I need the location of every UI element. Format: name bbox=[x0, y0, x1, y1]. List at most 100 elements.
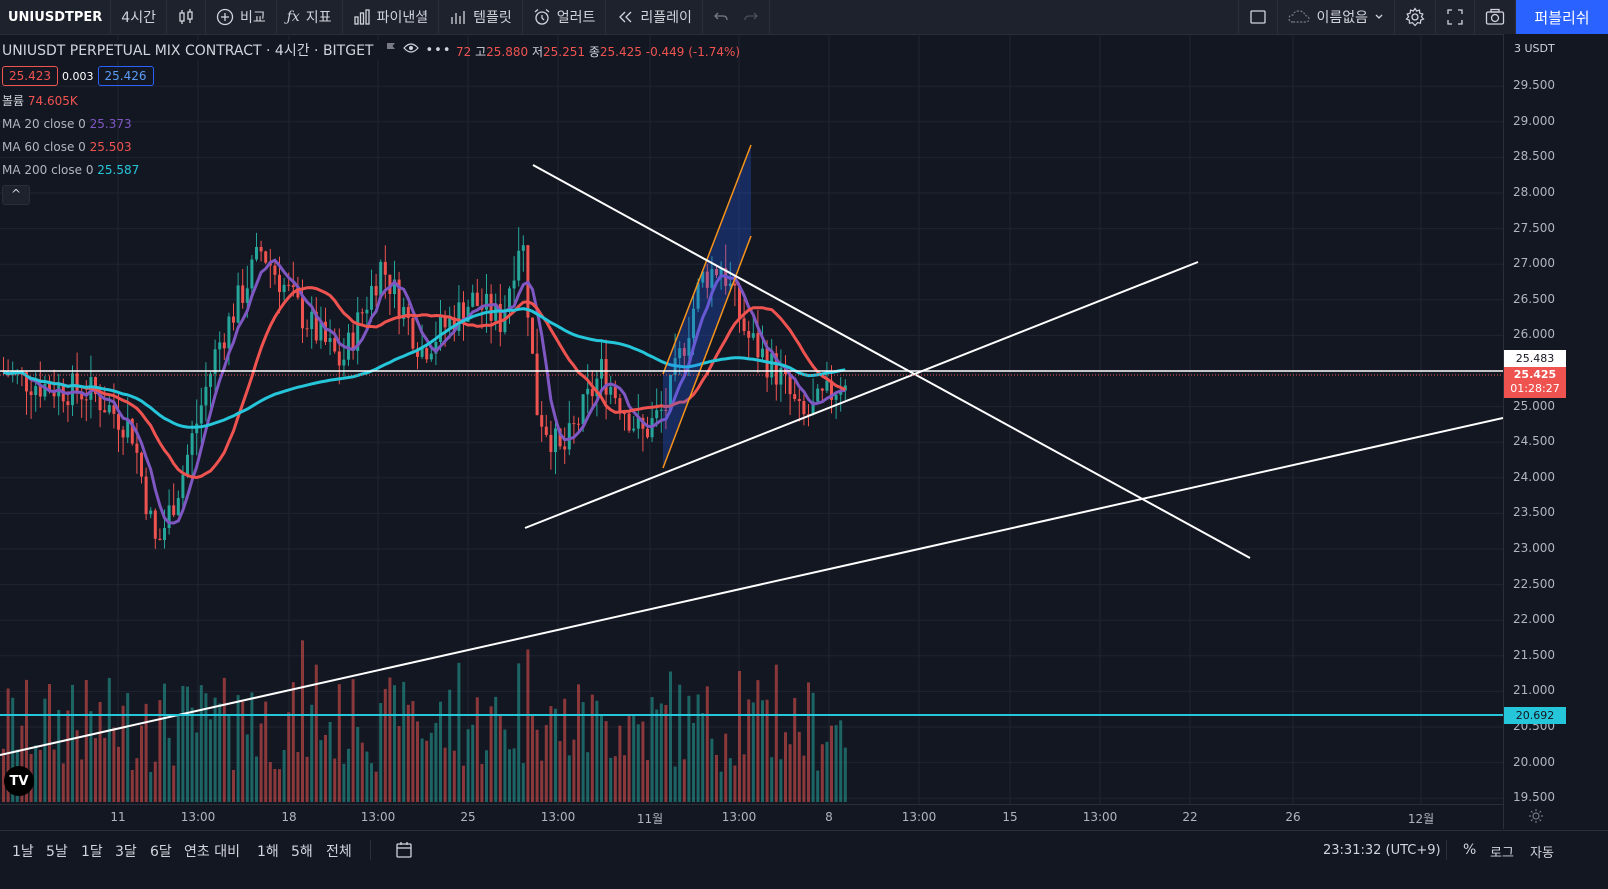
candle-body bbox=[577, 423, 580, 425]
snapshot-button[interactable] bbox=[1475, 0, 1516, 34]
indicator-ma200[interactable]: MA 200 close 0 25.587 bbox=[2, 159, 452, 182]
range-button[interactable]: 1달 bbox=[81, 844, 103, 860]
alert-label: 얼러트 bbox=[556, 10, 596, 26]
volume-bar bbox=[604, 721, 608, 802]
candle-body bbox=[273, 265, 277, 275]
time-axis[interactable]: 11 13:00 18 13:00 25 13:00 11월 13:00 8 13:00 15 13:… bbox=[0, 804, 1503, 830]
chart-pane[interactable] bbox=[0, 34, 1503, 804]
redo-icon[interactable] bbox=[743, 9, 759, 25]
publish-button[interactable]: 퍼블리쉬 bbox=[1516, 0, 1608, 34]
templates-label: 템플릿 bbox=[473, 10, 512, 26]
volume-bar bbox=[655, 709, 659, 802]
currency-label[interactable]: 3 USDT bbox=[1514, 42, 1555, 55]
candle-body bbox=[682, 348, 686, 356]
candle-body bbox=[80, 392, 84, 400]
chart-type-button[interactable] bbox=[167, 0, 206, 34]
low-label: 저 bbox=[531, 45, 544, 59]
volume-bar bbox=[779, 759, 783, 802]
ma60-line bbox=[3, 286, 846, 480]
goto-date-button[interactable] bbox=[395, 841, 413, 863]
candle-body bbox=[710, 269, 714, 288]
candle-body bbox=[38, 386, 42, 397]
trendline-descending[interactable] bbox=[532, 164, 1251, 559]
price-tick: 25.000 bbox=[1513, 398, 1555, 413]
candle-body bbox=[512, 280, 516, 289]
volume-bar bbox=[186, 686, 189, 802]
symbol-title[interactable]: UNIUSDT PERPETUAL MIX CONTRACT · 4시간 · B… bbox=[2, 40, 380, 60]
collapse-legend-button[interactable]: ^ bbox=[2, 185, 30, 205]
range-button[interactable]: 1해 bbox=[257, 844, 279, 860]
auto-button[interactable]: 자동 bbox=[1530, 846, 1554, 861]
volume-bar bbox=[485, 750, 488, 802]
candle-body bbox=[567, 423, 571, 450]
log-button[interactable]: 로그 bbox=[1490, 846, 1514, 861]
percent-button[interactable]: % bbox=[1463, 842, 1477, 858]
candle-body bbox=[563, 446, 567, 450]
drawings[interactable] bbox=[0, 144, 1503, 756]
volume-bar bbox=[360, 742, 364, 802]
indicators-button[interactable]: ƒx 지표 bbox=[277, 0, 343, 34]
price-scale[interactable]: 3 USDT 29.500 29.000 28.500 28.000 27.500 27.… bbox=[1503, 34, 1608, 829]
layout-name-button[interactable]: 이름없음 bbox=[1278, 0, 1395, 34]
current-price-label: 25.425 01:28:27 bbox=[1504, 367, 1566, 398]
candle-body bbox=[439, 316, 442, 342]
volume-bar bbox=[121, 705, 125, 802]
interval-button[interactable]: 4시간 bbox=[111, 0, 167, 34]
eye-icon[interactable] bbox=[403, 42, 420, 58]
clock[interactable]: 23:31:32 (UTC+9) bbox=[1323, 843, 1441, 858]
candle-body bbox=[609, 386, 613, 395]
candle-body bbox=[738, 285, 741, 319]
indicator-value: 25.503 bbox=[89, 140, 132, 154]
flag-icon[interactable] bbox=[385, 42, 397, 58]
volume-bar bbox=[751, 702, 755, 802]
replay-button[interactable]: 리플레이 bbox=[606, 0, 703, 34]
candle-body bbox=[34, 386, 38, 396]
fullscreen-select-button[interactable] bbox=[1238, 0, 1279, 34]
indicator-ma20[interactable]: MA 20 close 0 25.373 bbox=[2, 113, 452, 136]
volume-bar bbox=[567, 755, 571, 802]
currency-top: 3 bbox=[1514, 42, 1521, 55]
indicator-ma60[interactable]: MA 60 close 0 25.503 bbox=[2, 136, 452, 159]
range-button[interactable]: 3달 bbox=[115, 844, 137, 860]
replay-label: 리플레이 bbox=[640, 10, 692, 26]
candle-body bbox=[517, 250, 521, 281]
ask-price-box[interactable]: 25.426 bbox=[97, 66, 154, 86]
candle-body bbox=[347, 332, 350, 360]
range-button[interactable]: 6달 bbox=[150, 844, 172, 860]
indicator-name: 볼륨 bbox=[2, 94, 25, 108]
time-tick: 11월 bbox=[636, 812, 664, 826]
undo-icon[interactable] bbox=[713, 9, 729, 25]
candle-body bbox=[742, 318, 746, 332]
range-button[interactable]: 5날 bbox=[46, 844, 68, 860]
bid-price-box[interactable]: 25.423 bbox=[2, 66, 58, 86]
range-button[interactable]: 전체 bbox=[326, 844, 352, 860]
candle-body bbox=[356, 312, 360, 351]
symbol-search-button[interactable]: UNIUSDTPER bbox=[0, 0, 112, 34]
compare-button[interactable]: 비교 bbox=[206, 0, 277, 34]
indicators-label: 지표 bbox=[305, 10, 332, 26]
axis-settings-icon[interactable] bbox=[1528, 808, 1544, 828]
tradingview-logo[interactable]: TV bbox=[4, 766, 34, 796]
range-button[interactable]: 연초 대비 bbox=[184, 844, 240, 860]
candle-body bbox=[388, 274, 392, 294]
flag-line-lower[interactable] bbox=[662, 235, 752, 469]
volume-bar bbox=[811, 692, 815, 802]
volume-bar bbox=[784, 732, 787, 802]
volume-bar bbox=[172, 765, 176, 802]
volume-bar bbox=[664, 704, 668, 802]
range-button[interactable]: 5해 bbox=[291, 844, 313, 860]
fullscreen-button[interactable] bbox=[1436, 0, 1475, 34]
indicator-volume[interactable]: 볼륨 74.605K bbox=[2, 90, 452, 113]
settings-button[interactable] bbox=[1395, 0, 1436, 34]
range-button[interactable]: 1날 bbox=[12, 844, 34, 860]
candle-body bbox=[719, 268, 723, 276]
trendline-ascending-short[interactable] bbox=[524, 261, 1199, 529]
trendline-ascending-long[interactable] bbox=[0, 417, 1503, 756]
alert-button[interactable]: 얼러트 bbox=[523, 0, 607, 34]
financials-button[interactable]: 파이낸셜 bbox=[343, 0, 440, 34]
more-icon[interactable]: ••• bbox=[425, 42, 452, 58]
price-tick: 28.500 bbox=[1513, 149, 1555, 164]
templates-button[interactable]: 템플릿 bbox=[439, 0, 523, 34]
layout-name-label: 이름없음 bbox=[1316, 10, 1368, 26]
candle-body bbox=[324, 321, 327, 342]
